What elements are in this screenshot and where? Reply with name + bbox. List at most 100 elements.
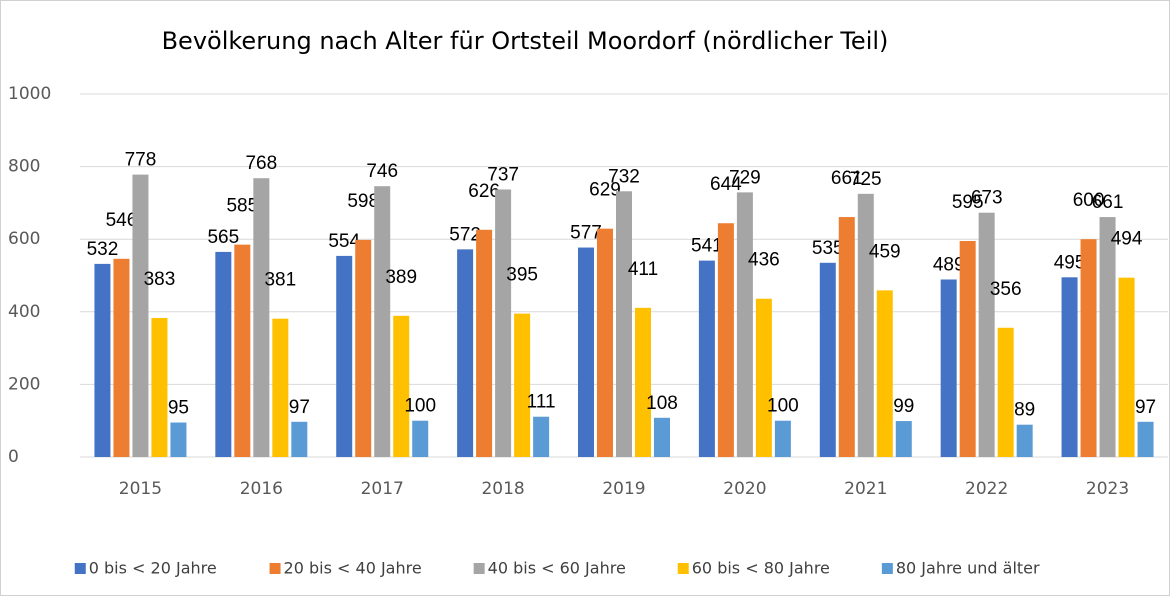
bar [132,174,149,457]
legend-swatch [473,563,485,574]
legend-label: 20 bis < 40 Jahre [284,559,422,578]
data-label: 546 [106,210,138,231]
x-tick-label: 2019 [602,479,645,499]
data-label: 389 [385,267,417,288]
data-label: 381 [264,270,296,291]
y-tick-label: 1000 [8,84,51,104]
bar [616,191,632,457]
y-tick-label: 200 [8,374,40,394]
data-label: 661 [1092,192,1124,213]
data-label: 644 [710,174,742,195]
bar [1061,277,1078,457]
data-label: 99 [893,396,914,417]
bar [94,263,111,457]
data-label: 541 [691,236,723,257]
bar [819,262,836,457]
bar [959,241,976,457]
bar [533,416,550,457]
y-tick-label: 600 [8,229,40,249]
bar [940,279,957,457]
bar [113,258,130,457]
bar [876,290,893,457]
data-label: 532 [87,239,119,260]
bar [736,192,753,458]
x-tick-label: 2018 [481,479,524,499]
bar [253,178,270,457]
bar [1080,239,1097,457]
data-label: 572 [449,224,481,245]
bar [215,251,232,457]
data-label: 108 [646,393,678,414]
legend-swatch [74,563,86,574]
data-label: 111 [527,392,556,413]
data-label: 95 [168,398,189,419]
bar [635,307,651,457]
data-label: 489 [933,255,965,276]
data-label: 661 [831,168,863,189]
legend-label: 60 bis < 80 Jahre [692,559,830,578]
data-label: 729 [729,167,761,188]
data-label: 585 [226,196,258,217]
data-label: 535 [812,238,844,259]
bar [234,244,251,457]
data-label: 395 [506,265,538,286]
bar [514,313,531,457]
data-label: 746 [366,161,398,182]
data-label: 494 [1111,229,1143,250]
bar [170,422,187,457]
x-tick-label: 2023 [1086,479,1129,499]
bar [151,317,168,457]
x-tick-label: 2017 [361,479,404,499]
bar [654,417,670,457]
data-label: 673 [971,188,1003,209]
data-label: 356 [990,279,1022,300]
data-label: 732 [608,166,640,187]
bar [774,420,791,457]
bar [374,186,391,457]
bar [1137,421,1154,457]
bar [1118,277,1135,457]
bar [838,217,855,457]
data-label: 725 [850,169,882,190]
y-tick-label: 800 [8,157,40,177]
bar [291,421,308,457]
y-tick-label: 0 [8,447,19,467]
data-label: 595 [952,192,984,213]
data-label: 89 [1014,400,1035,421]
bar [895,421,912,457]
bar [457,249,474,457]
data-label: 629 [589,180,621,201]
data-label: 554 [328,231,360,252]
bar [272,318,289,457]
x-tick-label: 2021 [844,479,887,499]
data-label: 577 [570,223,602,244]
legend-label: 80 Jahre und älter [896,559,1040,578]
x-tick-label: 2020 [723,479,766,499]
legend-swatch [269,563,281,574]
data-label: 97 [289,397,310,418]
bar [393,315,410,457]
data-label: 100 [404,396,436,417]
data-label: 600 [1073,190,1105,211]
legend-label: 0 bis < 20 Jahre [89,559,217,578]
data-label: 100 [767,396,799,417]
bar [755,298,772,457]
y-tick-label: 400 [8,302,40,322]
data-label: 565 [207,227,239,248]
bar [857,193,874,457]
bar [495,189,512,457]
data-label: 436 [748,250,780,271]
bar [997,327,1014,457]
data-label: 598 [347,191,379,212]
chart-title: Bevölkerung nach Alter für Ortsteil Moor… [162,27,889,55]
x-tick-label: 2022 [965,479,1008,499]
bar [597,228,613,457]
x-tick-label: 2016 [240,479,283,499]
data-label: 383 [144,269,176,290]
bar [1099,217,1116,457]
legend-swatch [881,563,893,574]
bar [717,223,734,457]
data-label: 778 [125,150,157,171]
data-label: 459 [869,241,901,262]
